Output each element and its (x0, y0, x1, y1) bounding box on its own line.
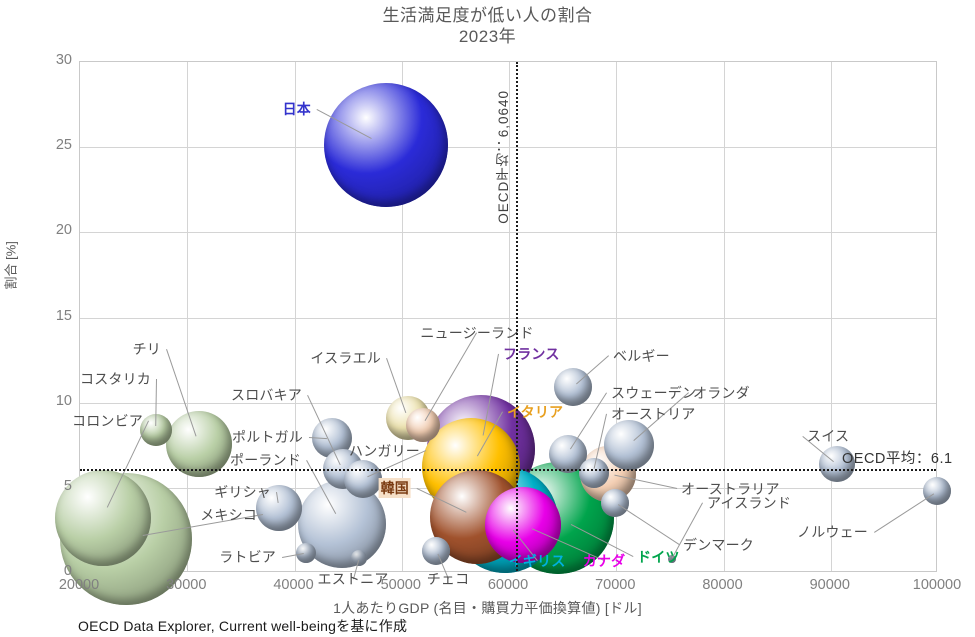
country-label-イタリア: イタリア (507, 404, 564, 420)
country-label-オランダ: オランダ (693, 385, 750, 401)
country-label-ラトビア: ラトビア (219, 549, 276, 565)
oecd-mean-gdp-label: OECD平均：6,0640 (495, 90, 511, 224)
source-note: OECD Data Explorer, Current well-beingを基… (78, 618, 408, 634)
gridline-horizontal (80, 232, 936, 234)
leader-line-デンマーク (618, 504, 680, 545)
bubble-ノルウェー[interactable] (922, 477, 951, 506)
gridline-vertical (616, 62, 618, 571)
bubble-ニュージーランド[interactable] (406, 407, 441, 442)
chart-title-line2: 2023年 (458, 26, 517, 46)
country-label-ハンガリー: ハンガリー (349, 443, 420, 459)
gridline-vertical (723, 62, 725, 571)
oecd-mean-rate-line (80, 469, 936, 472)
y-tick-label: 0 (63, 563, 72, 579)
x-tick-label: 50000 (380, 577, 421, 593)
x-tick-label: 60000 (487, 577, 529, 593)
country-label-メキシコ: メキシコ (200, 507, 257, 523)
country-label-ドイツ: ドイツ (637, 549, 680, 565)
bubble-チェコ[interactable] (422, 536, 451, 565)
country-label-ポルトガル: ポルトガル (232, 429, 303, 445)
bubble-アイスランド[interactable] (668, 555, 677, 564)
oecd-mean-rate-label: OECD平均：6.1 (842, 451, 953, 468)
x-tick-label: 70000 (595, 577, 636, 593)
country-label-韓国: 韓国 (378, 478, 411, 498)
y-tick-label: 25 (55, 137, 72, 154)
country-label-オーストラリア: オーストラリア (681, 481, 780, 497)
x-tick-label: 90000 (809, 577, 850, 593)
x-tick-label: 30000 (166, 577, 207, 593)
country-label-スイス: スイス (807, 428, 850, 444)
country-label-チリ: チリ (132, 341, 161, 357)
y-axis-title: 割合 [%] (3, 241, 19, 290)
bubble-チリ[interactable] (166, 410, 233, 477)
country-label-スウェーデン: スウェーデン (611, 385, 697, 401)
country-label-デンマーク: デンマーク (683, 537, 754, 553)
country-label-エストニア: エストニア (317, 571, 389, 587)
gridline-vertical (401, 62, 403, 571)
chart-title: 生活満足度が低い人の割合 2023年 (0, 6, 975, 47)
bubble-ラトビア[interactable] (296, 542, 317, 563)
y-tick-label: 30 (55, 52, 72, 68)
country-label-アイスランド: アイスランド (707, 495, 792, 511)
country-label-イスラエル: イスラエル (310, 350, 381, 366)
gridline-horizontal (80, 147, 936, 149)
country-label-チェコ: チェコ (426, 571, 470, 587)
gridline-vertical (294, 62, 296, 571)
x-axis-title: 1人あたりGDP (名目・購買力平価換算値) [ドル] (333, 600, 642, 616)
bubble-オランダ[interactable] (604, 420, 655, 471)
y-tick-label: 20 (55, 222, 72, 239)
country-label-イギリス: イギリス (508, 553, 566, 569)
country-label-フランス: フランス (503, 346, 560, 362)
bubble-デンマーク[interactable] (601, 489, 630, 518)
x-tick-label: 40000 (273, 577, 314, 593)
country-label-ベルギー: ベルギー (613, 348, 670, 364)
y-tick-label: 10 (55, 392, 72, 409)
bubble-ベルギー[interactable] (554, 368, 593, 407)
gridline-vertical (509, 62, 510, 571)
bubble-オーストリア[interactable] (578, 457, 609, 488)
gridline-vertical (187, 62, 189, 571)
bubble-ハンガリー[interactable] (344, 460, 383, 499)
bubble-日本[interactable] (323, 83, 448, 208)
y-tick-label: 5 (63, 477, 72, 494)
bubble-コスタリカ[interactable] (140, 413, 173, 446)
x-tick-label: 20000 (58, 577, 100, 593)
country-label-ニュージーランド: ニュージーランド (420, 325, 534, 341)
country-label-オーストリア: オーストリア (611, 406, 696, 422)
country-label-日本: 日本 (282, 101, 311, 117)
country-label-スロバキア: スロバキア (231, 387, 302, 403)
country-label-コスタリカ: コスタリカ (80, 371, 151, 387)
gridline-vertical (830, 62, 832, 571)
country-label-ギリシャ: ギリシャ (214, 484, 271, 500)
x-tick-label: 80000 (702, 577, 743, 593)
x-tick-label: 100000 (912, 577, 962, 593)
chart-title-line1: 生活満足度が低い人の割合 (382, 6, 593, 25)
plot-area: 日本チリコスタリカコロンビアメキシコ ギリシャラトビア ポルトガルポーランド スロバキ… (54, 61, 952, 605)
country-label-コロンビア: コロンビア (72, 413, 143, 429)
y-tick-label: 15 (55, 307, 72, 324)
bubble-エストニア[interactable] (350, 549, 367, 566)
bubble-ギリシャ[interactable] (256, 485, 303, 532)
oecd-mean-gdp-rule (515, 62, 518, 571)
gridline-horizontal (80, 317, 936, 319)
country-label-カナダ: カナダ (582, 553, 626, 569)
country-label-ノルウェー: ノルウェー (797, 524, 868, 540)
country-label-ポーランド: ポーランド (230, 452, 301, 468)
